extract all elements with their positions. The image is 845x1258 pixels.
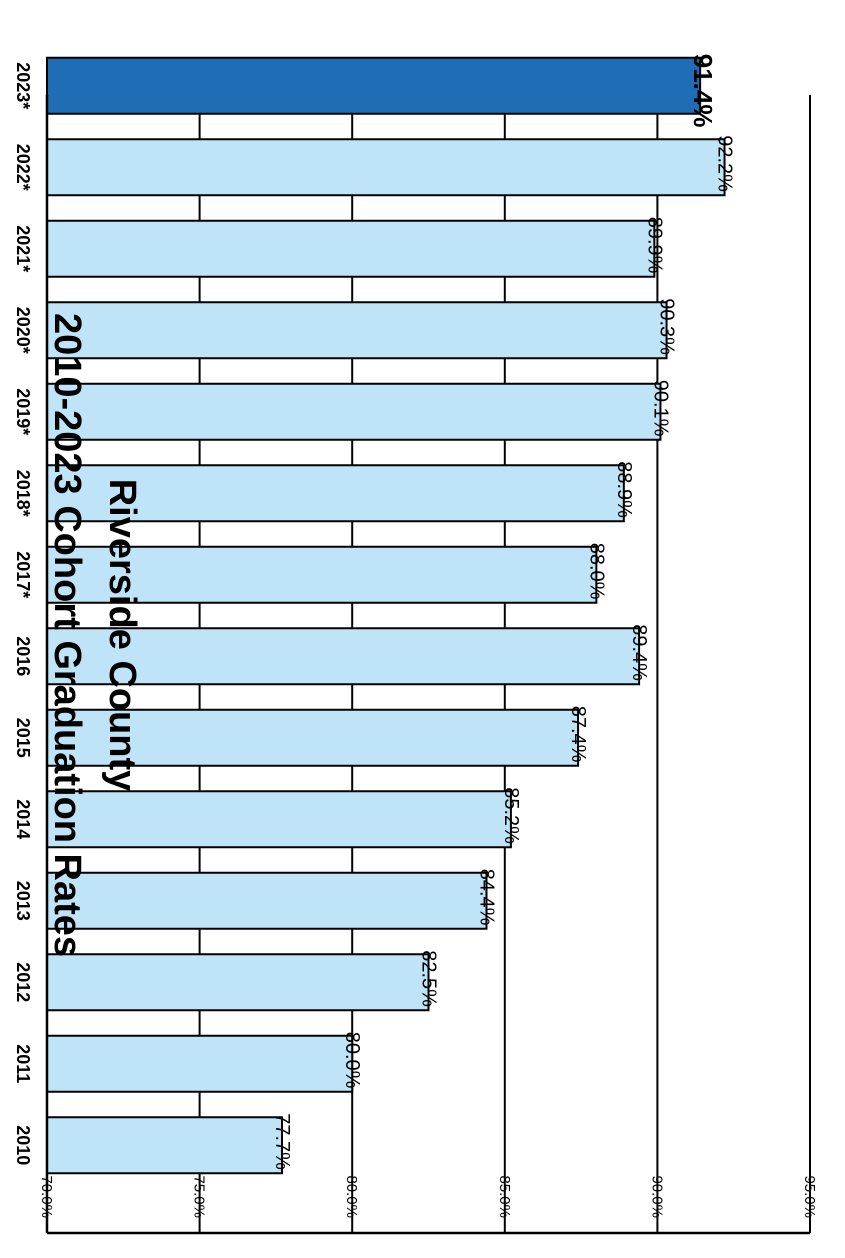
category-label: 2018* (13, 470, 33, 517)
value-label: 88.9% (613, 461, 635, 518)
value-label: 88.0% (585, 543, 607, 600)
value-label: 90.3% (656, 298, 678, 355)
value-label: 91.4% (688, 54, 718, 128)
bar-2010 (46, 1116, 284, 1175)
bar-2021* (45, 219, 656, 278)
category-label: 2017* (13, 551, 33, 598)
category-label: 2020* (13, 307, 33, 354)
value-label: 85.2% (500, 787, 522, 844)
value-label: 82.5% (418, 950, 440, 1007)
value-label: 92.2% (714, 135, 736, 192)
bar-2022* (45, 138, 726, 197)
value-label: 90.1% (649, 380, 671, 437)
value-label: 80.0% (341, 1032, 363, 1089)
chart-title-line-1: 2010-2023 Cohort Graduation Rates (46, 313, 88, 957)
category-label: 2011 (13, 1044, 33, 1083)
category-label: 2013 (13, 881, 33, 921)
category-label: 2015 (13, 718, 33, 758)
bar-2023* (46, 56, 702, 115)
bar-2012 (46, 953, 430, 1012)
category-label: 2010 (13, 1125, 33, 1165)
category-label: 2012 (13, 962, 33, 1002)
value-label: 89.4% (628, 624, 650, 681)
y-tick-label: 75.0% (191, 1175, 208, 1218)
category-label: 2016 (13, 636, 33, 676)
bars (45, 56, 726, 1175)
value-label: 87.4% (567, 706, 589, 763)
category-label: 2023* (13, 62, 33, 109)
value-label: 77.7% (271, 1113, 293, 1170)
value-label: 89.9% (643, 217, 665, 274)
y-tick-label: 90.0% (648, 1175, 665, 1218)
labels: 77.7% 2010 80.0% 2011 82.5% 2012 84.4% 2013 85.2… (13, 54, 736, 1170)
category-label: 2021* (13, 225, 33, 272)
bar-2014 (46, 790, 512, 849)
bar-2019* (45, 382, 662, 441)
y-tick-label: 80.0% (343, 1175, 360, 1218)
bar-2013 (46, 871, 488, 930)
chart-title-line-2: Riverside County (101, 479, 143, 792)
value-label: 84.4% (475, 869, 497, 926)
axes: 70.0%75.0%80.0%85.0%90.0%95.0% (38, 95, 818, 1235)
bar-2020* (45, 301, 668, 360)
category-label: 2019* (13, 388, 33, 435)
category-label: 2014 (13, 799, 33, 839)
y-tick-label: 85.0% (496, 1175, 513, 1218)
bar-2011 (46, 1034, 354, 1093)
y-tick-label: 95.0% (801, 1175, 818, 1218)
category-label: 2022* (13, 144, 33, 191)
